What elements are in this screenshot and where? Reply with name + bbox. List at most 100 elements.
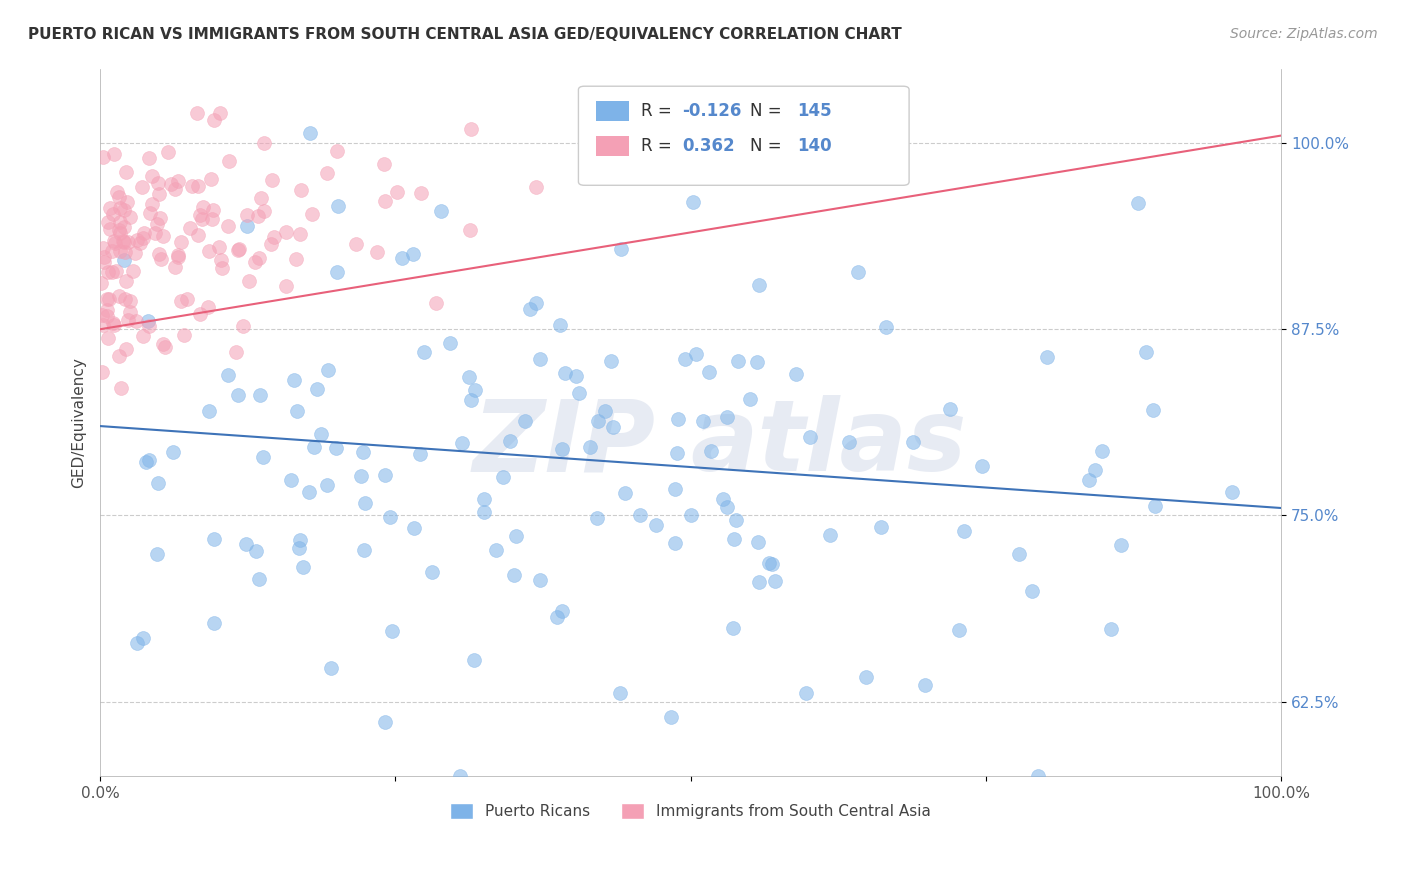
- Point: [148, 247, 170, 261]
- Text: atlas: atlas: [690, 395, 967, 492]
- Point: [682, 194, 704, 209]
- Point: [785, 367, 807, 381]
- Point: [124, 314, 146, 328]
- FancyBboxPatch shape: [596, 136, 630, 156]
- Point: [197, 300, 219, 314]
- Point: [818, 527, 841, 541]
- Point: [307, 382, 329, 396]
- Point: [188, 209, 211, 223]
- Point: [252, 450, 274, 465]
- Point: [723, 533, 745, 547]
- Point: [586, 511, 609, 525]
- Point: [91, 242, 114, 256]
- Point: [176, 293, 198, 307]
- Point: [232, 318, 254, 333]
- Point: [309, 426, 332, 441]
- Point: [747, 535, 769, 549]
- Point: [1099, 622, 1122, 636]
- Point: [529, 352, 551, 367]
- Point: [124, 245, 146, 260]
- Point: [186, 179, 208, 194]
- Point: [243, 254, 266, 268]
- Point: [112, 253, 135, 268]
- Point: [579, 441, 602, 455]
- Point: [747, 355, 769, 369]
- Point: [93, 250, 115, 264]
- Point: [492, 470, 515, 484]
- Point: [901, 434, 924, 449]
- Point: [97, 265, 120, 279]
- Point: [165, 260, 187, 274]
- Point: [138, 151, 160, 165]
- Point: [260, 173, 283, 187]
- Point: [100, 244, 122, 258]
- Point: [96, 293, 118, 307]
- Point: [738, 392, 761, 407]
- Point: [98, 221, 121, 235]
- Point: [948, 624, 970, 638]
- Point: [138, 452, 160, 467]
- Point: [146, 176, 169, 190]
- Point: [167, 250, 190, 264]
- Point: [187, 227, 209, 242]
- Point: [699, 444, 721, 458]
- Point: [91, 365, 114, 379]
- Point: [236, 219, 259, 233]
- Text: 140: 140: [797, 137, 831, 155]
- Text: 145: 145: [797, 102, 831, 120]
- Point: [132, 328, 155, 343]
- Point: [132, 227, 155, 241]
- Point: [103, 147, 125, 161]
- Point: [276, 279, 298, 293]
- Point: [374, 194, 396, 208]
- Point: [464, 383, 486, 397]
- Point: [914, 678, 936, 692]
- Point: [114, 244, 136, 259]
- Point: [288, 533, 311, 547]
- Point: [458, 370, 481, 384]
- Point: [664, 482, 686, 496]
- Point: [247, 209, 270, 223]
- Point: [288, 227, 311, 242]
- Point: [91, 318, 114, 333]
- Point: [202, 112, 225, 127]
- Point: [235, 537, 257, 551]
- Point: [114, 292, 136, 306]
- Point: [283, 373, 305, 387]
- Point: [170, 293, 193, 308]
- Point: [159, 177, 181, 191]
- Point: [316, 362, 339, 376]
- Point: [381, 624, 404, 638]
- Point: [132, 632, 155, 646]
- Point: [236, 208, 259, 222]
- Point: [761, 558, 783, 572]
- Point: [344, 237, 367, 252]
- Point: [472, 505, 495, 519]
- Point: [499, 434, 522, 448]
- Point: [586, 414, 609, 428]
- Text: R =: R =: [641, 137, 678, 155]
- Point: [112, 202, 135, 217]
- Point: [118, 293, 141, 308]
- Point: [460, 122, 482, 136]
- Point: [505, 528, 527, 542]
- Point: [118, 304, 141, 318]
- Point: [226, 388, 249, 402]
- Point: [287, 541, 309, 555]
- Point: [115, 274, 138, 288]
- Point: [449, 769, 471, 783]
- Point: [166, 174, 188, 188]
- Point: [138, 319, 160, 334]
- Point: [716, 500, 738, 514]
- Point: [104, 264, 127, 278]
- Point: [546, 609, 568, 624]
- Point: [117, 235, 139, 249]
- Point: [402, 521, 425, 535]
- Point: [108, 223, 131, 237]
- Point: [401, 247, 423, 261]
- Point: [298, 484, 321, 499]
- Point: [146, 218, 169, 232]
- Point: [567, 386, 589, 401]
- Point: [1091, 444, 1114, 458]
- Point: [838, 435, 860, 450]
